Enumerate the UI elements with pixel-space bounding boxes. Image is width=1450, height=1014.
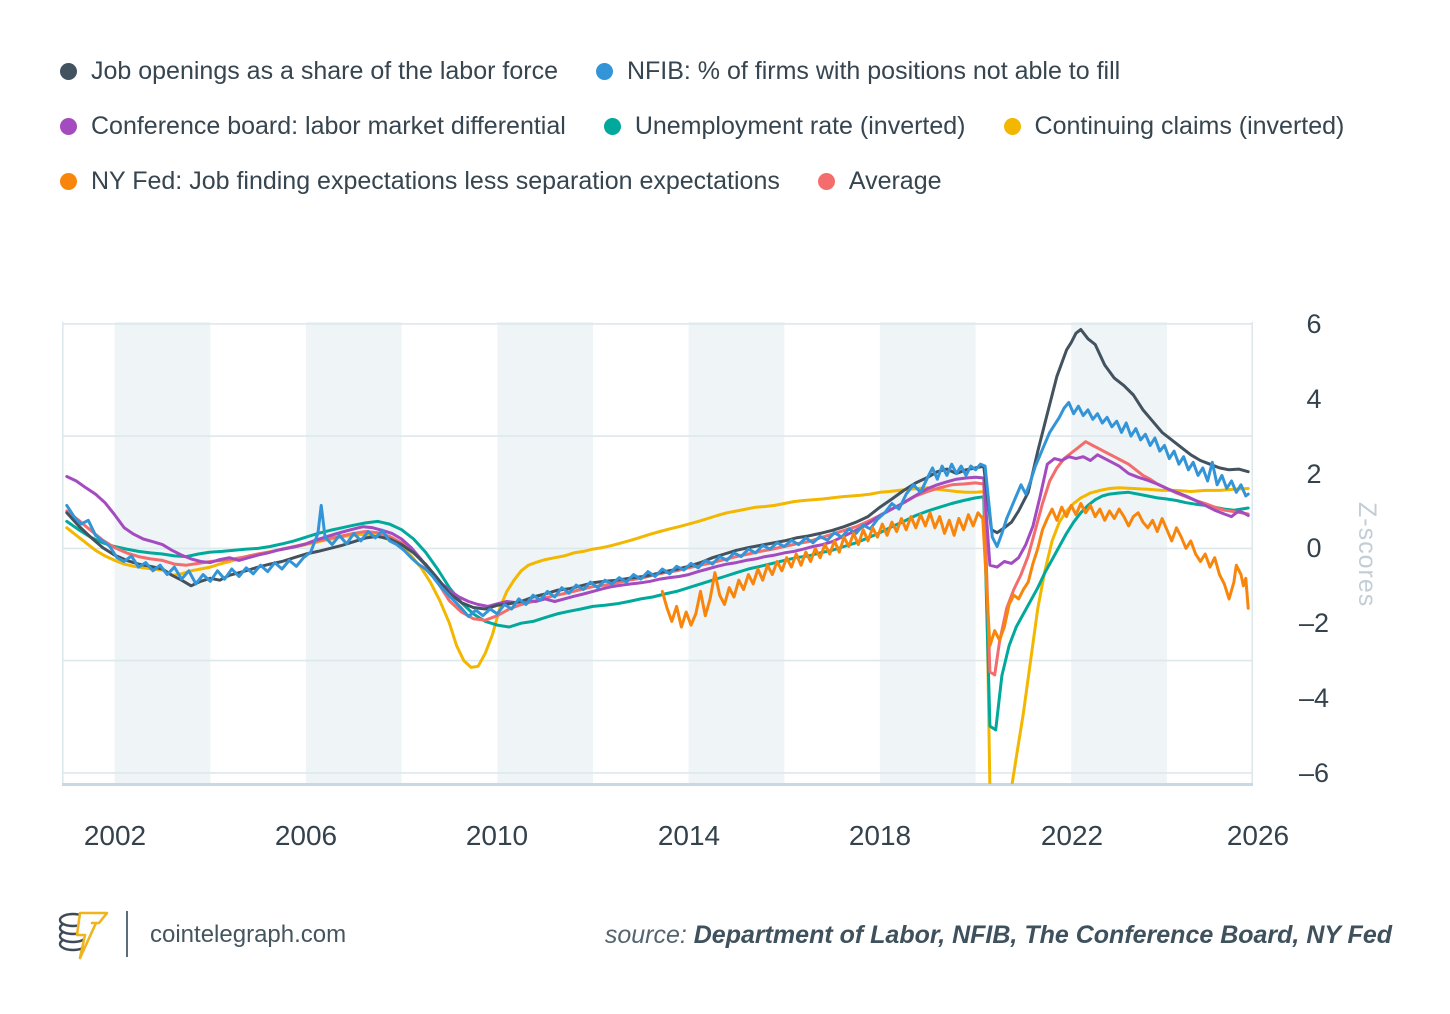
series-line-0 bbox=[65, 328, 1250, 611]
series-line-3 bbox=[65, 490, 1250, 732]
cointelegraph-logo-icon bbox=[58, 911, 109, 960]
y-tick-neg4: –4 bbox=[1298, 683, 1330, 713]
legend-label-job-openings: Job openings as a share of the labor for… bbox=[91, 57, 558, 85]
legend-dot-conference-board-icon bbox=[60, 117, 77, 135]
legend-dot-ny-fed-icon bbox=[60, 172, 77, 190]
series-line-5 bbox=[660, 502, 1250, 648]
legend-label-conference-board: Conference board: labor market different… bbox=[91, 112, 566, 140]
x-tick-2002: 2002 bbox=[83, 820, 147, 851]
legend-item-unemployment: Unemployment rate (inverted) bbox=[603, 109, 966, 143]
series-line-2 bbox=[65, 453, 1250, 608]
series-line-1 bbox=[65, 401, 1250, 618]
x-tick-2022: 2022 bbox=[1040, 820, 1104, 851]
chart-legend: Job openings as a share of the labor for… bbox=[60, 54, 1405, 198]
legend-dot-nfib-icon bbox=[595, 62, 613, 80]
background-stripe bbox=[305, 322, 402, 784]
footer-site-url: cointelegraph.com bbox=[150, 921, 347, 948]
legend-item-nfib: NFIB: % of firms with positions not able… bbox=[595, 54, 1121, 88]
y-tick-2: 2 bbox=[1306, 459, 1322, 489]
x-tick-2006: 2006 bbox=[274, 820, 338, 851]
lightning-bolt-icon bbox=[75, 911, 109, 960]
background-stripe bbox=[879, 322, 976, 784]
legend-item-ny-fed: NY Fed: Job finding expectations less se… bbox=[60, 164, 780, 198]
x-tick-2014: 2014 bbox=[657, 820, 721, 851]
legend-label-continuing-claims: Continuing claims (inverted) bbox=[1034, 112, 1345, 140]
legend-dot-average-icon bbox=[817, 172, 835, 190]
x-tick-2010: 2010 bbox=[465, 820, 529, 851]
y-tick-neg2: –2 bbox=[1298, 608, 1330, 638]
y-tick-neg6: –6 bbox=[1298, 758, 1330, 788]
legend-item-average: Average bbox=[817, 164, 942, 198]
legend-item-job-openings: Job openings as a share of the labor for… bbox=[60, 54, 558, 88]
x-tick-2026: 2026 bbox=[1226, 820, 1290, 851]
footer-divider bbox=[126, 911, 128, 957]
series-line-4 bbox=[65, 486, 1250, 784]
legend-dot-job-openings-icon bbox=[60, 62, 77, 80]
legend-dot-unemployment-icon bbox=[603, 117, 621, 135]
legend-item-conference-board: Conference board: labor market different… bbox=[60, 109, 566, 143]
y-tick-0: 0 bbox=[1306, 533, 1322, 563]
source-label: source: bbox=[604, 921, 687, 949]
x-tick-2018: 2018 bbox=[848, 820, 912, 851]
legend-label-nfib: NFIB: % of firms with positions not able… bbox=[626, 57, 1121, 85]
y-tick-6: 6 bbox=[1306, 309, 1322, 339]
legend-label-unemployment: Unemployment rate (inverted) bbox=[634, 112, 966, 140]
background-stripe bbox=[1071, 322, 1167, 784]
y-axis-title: Z-scores bbox=[1353, 502, 1381, 608]
legend-item-continuing-claims: Continuing claims (inverted) bbox=[1003, 109, 1345, 143]
footer-source: source: Department of Labor, NFIB, The C… bbox=[605, 918, 1392, 952]
legend-label-average: Average bbox=[848, 167, 942, 195]
line-chart-plot-area bbox=[62, 322, 1253, 786]
legend-dot-continuing-claims-icon bbox=[1003, 117, 1021, 135]
y-tick-4: 4 bbox=[1306, 384, 1322, 414]
source-value: Department of Labor, NFIB, The Conferenc… bbox=[693, 921, 1392, 949]
legend-label-ny-fed: NY Fed: Job finding expectations less se… bbox=[91, 167, 780, 195]
